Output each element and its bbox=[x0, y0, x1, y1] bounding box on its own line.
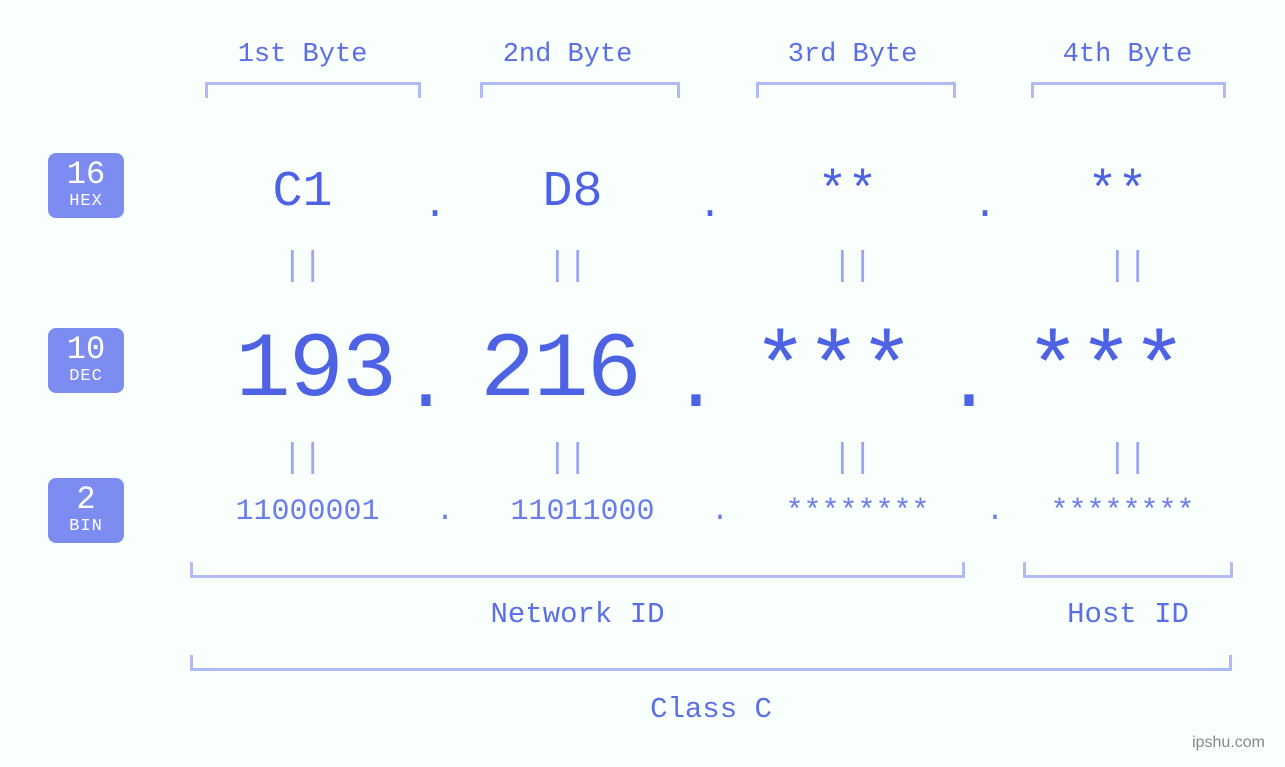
label-host-id: Host ID bbox=[1023, 598, 1233, 631]
badge-dec: 10 DEC bbox=[48, 328, 124, 393]
bracket-class bbox=[190, 655, 1232, 671]
badge-bin-num: 2 bbox=[48, 484, 124, 516]
equals-1-1: || bbox=[185, 248, 420, 286]
badge-dec-label: DEC bbox=[48, 368, 124, 385]
hex-byte2: D8 bbox=[450, 164, 695, 221]
bracket-top-byte2 bbox=[480, 82, 680, 98]
dec-byte4: *** bbox=[990, 318, 1220, 423]
equals-2-4: || bbox=[1025, 440, 1230, 478]
watermark: ipshu.com bbox=[1192, 734, 1265, 752]
badge-bin-label: BIN bbox=[48, 518, 124, 535]
dec-dot1: . bbox=[400, 310, 450, 431]
bin-byte3: ******** bbox=[735, 495, 980, 529]
bin-byte1: 11000001 bbox=[185, 495, 430, 529]
badge-bin: 2 BIN bbox=[48, 478, 124, 543]
byte-header-4: 4th Byte bbox=[1025, 40, 1230, 70]
bin-dot2: . bbox=[705, 495, 735, 529]
hex-byte1: C1 bbox=[185, 164, 420, 221]
dec-byte2: 216 bbox=[450, 318, 670, 423]
bracket-network-id bbox=[190, 562, 965, 578]
badge-hex-label: HEX bbox=[48, 193, 124, 210]
badge-dec-num: 10 bbox=[48, 334, 124, 366]
bracket-host-id bbox=[1023, 562, 1233, 578]
byte-header-1: 1st Byte bbox=[185, 40, 420, 70]
equals-2-2: || bbox=[430, 440, 705, 478]
badge-hex-num: 16 bbox=[48, 159, 124, 191]
bracket-top-byte4 bbox=[1031, 82, 1226, 98]
dec-dot2: . bbox=[670, 310, 720, 431]
bin-byte2: 11011000 bbox=[460, 495, 705, 529]
bracket-top-byte3 bbox=[756, 82, 956, 98]
hex-byte3: ** bbox=[725, 164, 970, 221]
byte-header-2: 2nd Byte bbox=[430, 40, 705, 70]
hex-dot1: . bbox=[420, 156, 450, 229]
bin-byte4: ******** bbox=[1010, 495, 1235, 529]
bin-dot3: . bbox=[980, 495, 1010, 529]
bracket-top-byte1 bbox=[205, 82, 421, 98]
hex-byte4: ** bbox=[1000, 164, 1235, 221]
bin-dot1: . bbox=[430, 495, 460, 529]
equals-2-3: || bbox=[715, 440, 990, 478]
hex-dot3: . bbox=[970, 156, 1000, 229]
label-network-id: Network ID bbox=[190, 598, 965, 631]
equals-2-1: || bbox=[185, 440, 420, 478]
equals-row-2: || || || || bbox=[185, 440, 1240, 478]
label-class: Class C bbox=[190, 693, 1232, 726]
equals-row-1: || || || || bbox=[185, 248, 1240, 286]
hex-row: C1 . D8 . ** . ** bbox=[185, 156, 1240, 229]
dec-byte3: *** bbox=[720, 318, 945, 423]
dec-row: 193 . 216 . *** . *** bbox=[185, 310, 1240, 431]
badge-hex: 16 HEX bbox=[48, 153, 124, 218]
bin-row: 11000001 . 11011000 . ******** . *******… bbox=[185, 495, 1240, 529]
equals-1-3: || bbox=[715, 248, 990, 286]
equals-1-4: || bbox=[1025, 248, 1230, 286]
hex-dot2: . bbox=[695, 156, 725, 229]
dec-dot3: . bbox=[945, 310, 990, 431]
equals-1-2: || bbox=[430, 248, 705, 286]
dec-byte1: 193 bbox=[185, 318, 400, 423]
byte-headers-row: 1st Byte 2nd Byte 3rd Byte 4th Byte bbox=[185, 40, 1240, 70]
byte-header-3: 3rd Byte bbox=[715, 40, 990, 70]
